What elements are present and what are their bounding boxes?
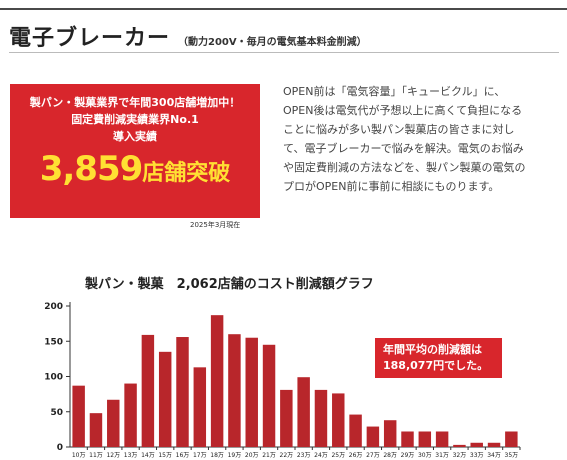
x-tick-label: 27万 xyxy=(366,452,380,459)
x-tick-label: 15万 xyxy=(158,452,172,459)
chart-bar xyxy=(280,389,293,447)
chart-bar xyxy=(228,334,241,447)
chart-bar xyxy=(505,431,518,447)
page-subtitle: （動力200V・毎月の電気基本料金削減） xyxy=(178,37,367,48)
chart-bar xyxy=(176,337,189,447)
y-tick-label: 200 xyxy=(44,302,63,312)
x-tick-label: 22万 xyxy=(280,452,294,459)
page-title: 電子ブレーカー xyxy=(9,26,171,51)
x-tick-label: 28万 xyxy=(383,452,397,459)
x-tick-label: 19万 xyxy=(228,452,242,459)
chart-bar xyxy=(366,426,380,447)
description-line: プロがOPEN前に事前に相談にものります。 xyxy=(283,180,500,193)
x-tick-label: 18万 xyxy=(210,452,224,459)
promo-line-2: 固定費削減実績業界No.1 xyxy=(71,113,199,126)
header-divider xyxy=(9,52,559,53)
x-tick-label: 20万 xyxy=(245,452,259,459)
chart-bar xyxy=(383,420,397,447)
x-tick-label: 16万 xyxy=(176,452,190,459)
chart-bar xyxy=(193,367,207,447)
y-tick-label: 50 xyxy=(50,408,63,418)
top-rule xyxy=(0,8,567,10)
promo-store-suffix: 店舗突破 xyxy=(142,161,231,186)
chart-bar xyxy=(158,351,172,447)
y-tick-label: 100 xyxy=(44,373,63,383)
page-header: 電子ブレーカー （動力200V・毎月の電気基本料金削減） xyxy=(9,20,367,52)
promo-store-count: 3,859 xyxy=(39,149,144,189)
chart-bar xyxy=(141,334,155,447)
callout-line-2: 188,077円でした。 xyxy=(383,359,489,372)
description-text: OPEN前は「電気容量」「キュービクル」に、 OPEN後は電気代が予想以上に高く… xyxy=(283,82,559,196)
chart-bar xyxy=(435,431,449,447)
x-tick-label: 26万 xyxy=(349,452,363,459)
x-tick-label: 31万 xyxy=(435,452,449,459)
chart-bar xyxy=(107,399,120,447)
y-tick-label: 0 xyxy=(57,443,63,453)
chart-bar xyxy=(314,389,328,447)
chart-bar xyxy=(245,337,258,447)
average-savings-callout: 年間平均の削減額は 188,077円でした。 xyxy=(375,338,502,378)
chart-bar xyxy=(297,377,310,447)
chart-bar xyxy=(72,385,85,447)
chart-bar xyxy=(332,393,345,447)
chart-bar xyxy=(89,413,103,447)
promo-box: 製パン・製菓業界で年間300店舗増加中！ 固定費削減実績業界No.1 導入実績 … xyxy=(10,84,260,218)
chart-bar xyxy=(210,315,224,447)
promo-line-3: 導入実績 xyxy=(113,130,157,143)
x-tick-label: 34万 xyxy=(487,452,501,459)
x-tick-label: 12万 xyxy=(106,452,120,459)
chart-bar xyxy=(262,344,276,447)
chart-bar xyxy=(418,431,432,447)
as-of-date: 2025年3月現在 xyxy=(190,221,241,229)
promo-line-1: 製パン・製菓業界で年間300店舗増加中！ xyxy=(29,96,241,109)
chart-bar xyxy=(470,442,483,447)
description-line: や固定費削減の方法などを、製パン製菓の電気の xyxy=(283,161,526,174)
description-line: OPEN後は電気代が予想以上に高くて負担になる xyxy=(283,104,523,117)
chart-bar xyxy=(401,431,414,447)
description-line: て、電子ブレーカーで悩みを解決。電気のお悩み xyxy=(283,142,524,155)
x-tick-label: 32万 xyxy=(453,452,467,459)
x-tick-label: 24万 xyxy=(314,452,328,459)
x-tick-label: 35万 xyxy=(505,452,519,459)
callout-line-1: 年間平均の削減額は xyxy=(383,343,482,356)
y-tick-label: 150 xyxy=(44,337,63,347)
x-tick-label: 29万 xyxy=(401,452,415,459)
x-tick-label: 25万 xyxy=(331,452,345,459)
x-tick-label: 23万 xyxy=(297,452,311,459)
x-tick-label: 14万 xyxy=(141,452,155,459)
chart-bar xyxy=(349,414,362,447)
chart-bar xyxy=(487,442,501,447)
promo-big-stat: 3,859店舗突破 xyxy=(10,149,260,189)
x-tick-label: 10万 xyxy=(72,452,86,459)
chart-title: 製パン・製菓 2,062店舗のコスト削減額グラフ xyxy=(85,277,374,292)
x-tick-label: 30万 xyxy=(418,452,432,459)
description-line: ことに悩みが多い製パン製菓店の皆さまに対し xyxy=(283,123,515,136)
x-tick-label: 13万 xyxy=(124,452,138,459)
x-tick-label: 33万 xyxy=(470,452,484,459)
chart-bar xyxy=(453,444,466,447)
description-line: OPEN前は「電気容量」「キュービクル」に、 xyxy=(283,85,506,98)
x-tick-label: 17万 xyxy=(193,452,207,459)
x-tick-label: 11万 xyxy=(89,452,103,459)
chart-bar xyxy=(124,383,137,447)
x-tick-label: 21万 xyxy=(262,452,276,459)
